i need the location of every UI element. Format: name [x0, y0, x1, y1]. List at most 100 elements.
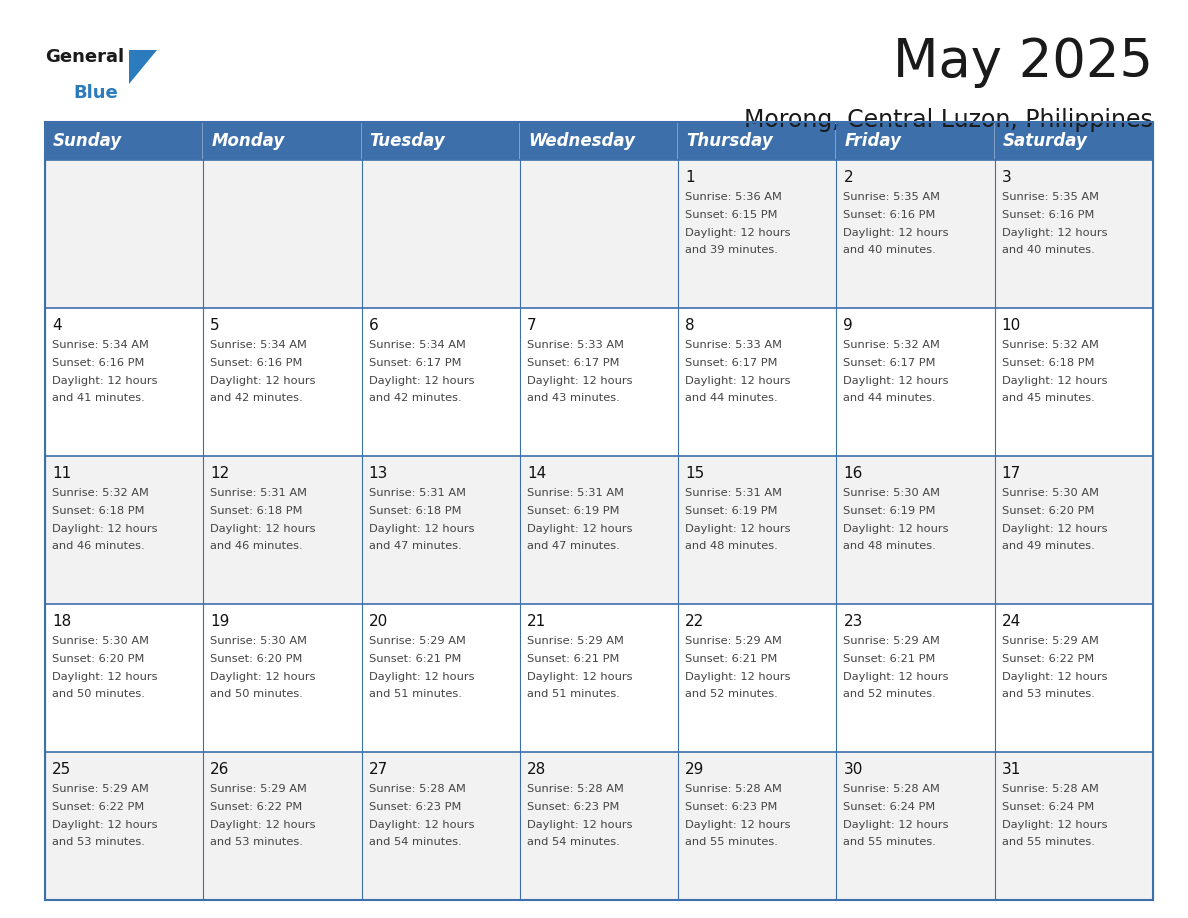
Bar: [678, 308, 836, 456]
Text: Sunrise: 5:29 AM: Sunrise: 5:29 AM: [52, 784, 148, 794]
Text: 18: 18: [52, 614, 71, 629]
Text: 27: 27: [368, 762, 387, 777]
Text: Sunrise: 5:31 AM: Sunrise: 5:31 AM: [685, 488, 782, 498]
Text: 21: 21: [526, 614, 546, 629]
Text: Sunset: 6:18 PM: Sunset: 6:18 PM: [1001, 358, 1094, 368]
Text: Sunrise: 5:29 AM: Sunrise: 5:29 AM: [526, 636, 624, 646]
Text: 1: 1: [685, 170, 695, 185]
Text: 26: 26: [210, 762, 229, 777]
Bar: [836, 160, 994, 308]
Text: 8: 8: [685, 318, 695, 333]
Text: and 55 minutes.: and 55 minutes.: [685, 837, 778, 847]
Text: Daylight: 12 hours: Daylight: 12 hours: [843, 228, 949, 238]
Bar: [520, 604, 678, 752]
Text: Sunrise: 5:35 AM: Sunrise: 5:35 AM: [843, 192, 941, 202]
Text: 23: 23: [843, 614, 862, 629]
Text: and 51 minutes.: and 51 minutes.: [526, 689, 620, 699]
Bar: [678, 456, 836, 604]
Text: Daylight: 12 hours: Daylight: 12 hours: [1001, 524, 1107, 534]
Text: Sunrise: 5:30 AM: Sunrise: 5:30 AM: [843, 488, 941, 498]
Text: Daylight: 12 hours: Daylight: 12 hours: [1001, 672, 1107, 682]
Text: Daylight: 12 hours: Daylight: 12 hours: [1001, 820, 1107, 830]
Text: 29: 29: [685, 762, 704, 777]
Text: Monday: Monday: [211, 132, 285, 150]
Text: and 54 minutes.: and 54 minutes.: [368, 837, 461, 847]
Bar: [45, 308, 203, 456]
Text: Daylight: 12 hours: Daylight: 12 hours: [685, 376, 791, 386]
Text: and 52 minutes.: and 52 minutes.: [685, 689, 778, 699]
Bar: [836, 752, 994, 900]
Bar: [836, 308, 994, 456]
Text: Friday: Friday: [845, 132, 902, 150]
Text: Sunset: 6:18 PM: Sunset: 6:18 PM: [210, 506, 303, 516]
Text: and 42 minutes.: and 42 minutes.: [210, 393, 303, 403]
Text: 20: 20: [368, 614, 387, 629]
Text: 17: 17: [1001, 466, 1020, 481]
Text: Daylight: 12 hours: Daylight: 12 hours: [1001, 376, 1107, 386]
Text: Sunset: 6:19 PM: Sunset: 6:19 PM: [526, 506, 619, 516]
Text: Sunrise: 5:28 AM: Sunrise: 5:28 AM: [843, 784, 941, 794]
Text: Sunset: 6:18 PM: Sunset: 6:18 PM: [368, 506, 461, 516]
Text: Sunset: 6:17 PM: Sunset: 6:17 PM: [368, 358, 461, 368]
Text: and 40 minutes.: and 40 minutes.: [843, 245, 936, 255]
Bar: [836, 604, 994, 752]
Text: 31: 31: [1001, 762, 1022, 777]
Bar: [994, 456, 1154, 604]
Bar: [203, 122, 361, 160]
Text: Sunrise: 5:28 AM: Sunrise: 5:28 AM: [1001, 784, 1099, 794]
Text: Sunset: 6:19 PM: Sunset: 6:19 PM: [843, 506, 936, 516]
Bar: [836, 456, 994, 604]
Bar: [678, 122, 836, 160]
Bar: [361, 456, 520, 604]
Text: 28: 28: [526, 762, 546, 777]
Text: 9: 9: [843, 318, 853, 333]
Text: Sunrise: 5:34 AM: Sunrise: 5:34 AM: [210, 340, 308, 350]
Text: and 50 minutes.: and 50 minutes.: [52, 689, 145, 699]
Text: and 49 minutes.: and 49 minutes.: [1001, 541, 1094, 551]
Text: Thursday: Thursday: [687, 132, 773, 150]
Text: and 44 minutes.: and 44 minutes.: [685, 393, 778, 403]
Bar: [520, 752, 678, 900]
Bar: [361, 308, 520, 456]
Text: Sunrise: 5:28 AM: Sunrise: 5:28 AM: [526, 784, 624, 794]
Bar: [361, 752, 520, 900]
Text: 5: 5: [210, 318, 220, 333]
Text: Wednesday: Wednesday: [527, 132, 634, 150]
Text: Sunrise: 5:29 AM: Sunrise: 5:29 AM: [1001, 636, 1099, 646]
Text: Sunset: 6:18 PM: Sunset: 6:18 PM: [52, 506, 145, 516]
Bar: [361, 604, 520, 752]
Text: Sunset: 6:15 PM: Sunset: 6:15 PM: [685, 210, 778, 220]
Text: and 40 minutes.: and 40 minutes.: [1001, 245, 1094, 255]
Text: Sunrise: 5:29 AM: Sunrise: 5:29 AM: [843, 636, 941, 646]
Bar: [994, 604, 1154, 752]
Text: Saturday: Saturday: [1003, 132, 1087, 150]
Text: Sunrise: 5:30 AM: Sunrise: 5:30 AM: [1001, 488, 1099, 498]
Text: and 46 minutes.: and 46 minutes.: [52, 541, 145, 551]
Text: Daylight: 12 hours: Daylight: 12 hours: [526, 376, 632, 386]
Text: Sunset: 6:16 PM: Sunset: 6:16 PM: [843, 210, 936, 220]
Text: 10: 10: [1001, 318, 1020, 333]
Text: 12: 12: [210, 466, 229, 481]
Text: Daylight: 12 hours: Daylight: 12 hours: [685, 228, 791, 238]
Text: Sunset: 6:20 PM: Sunset: 6:20 PM: [1001, 506, 1094, 516]
Text: 24: 24: [1001, 614, 1020, 629]
Bar: [520, 308, 678, 456]
Text: and 50 minutes.: and 50 minutes.: [210, 689, 303, 699]
Bar: [361, 160, 520, 308]
Text: Daylight: 12 hours: Daylight: 12 hours: [52, 376, 158, 386]
Text: Daylight: 12 hours: Daylight: 12 hours: [685, 524, 791, 534]
Text: Sunrise: 5:31 AM: Sunrise: 5:31 AM: [368, 488, 466, 498]
Text: Daylight: 12 hours: Daylight: 12 hours: [52, 672, 158, 682]
Text: Sunrise: 5:30 AM: Sunrise: 5:30 AM: [52, 636, 148, 646]
Text: Sunrise: 5:28 AM: Sunrise: 5:28 AM: [685, 784, 782, 794]
Text: Sunrise: 5:30 AM: Sunrise: 5:30 AM: [210, 636, 308, 646]
Bar: [994, 752, 1154, 900]
Bar: [45, 160, 203, 308]
Text: Daylight: 12 hours: Daylight: 12 hours: [843, 672, 949, 682]
Text: 22: 22: [685, 614, 704, 629]
Text: Daylight: 12 hours: Daylight: 12 hours: [368, 524, 474, 534]
Bar: [678, 160, 836, 308]
Bar: [203, 308, 361, 456]
Text: and 52 minutes.: and 52 minutes.: [843, 689, 936, 699]
Text: Daylight: 12 hours: Daylight: 12 hours: [368, 820, 474, 830]
